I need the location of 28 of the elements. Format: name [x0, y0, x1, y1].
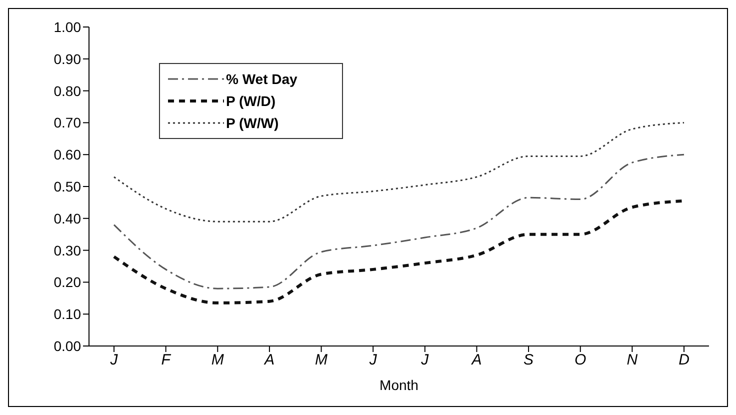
- x-tick-label: J: [109, 352, 118, 369]
- legend-label: P (W/D): [226, 93, 276, 109]
- x-tick-label: F: [161, 352, 172, 369]
- line-series: [113, 154, 685, 290]
- x-tick-label: J: [368, 352, 378, 369]
- y-tick-label: 0.80: [54, 82, 82, 99]
- x-tick-label: O: [574, 352, 587, 369]
- x-tick-label: A: [263, 352, 274, 369]
- y-tick-label: 0.40: [54, 210, 82, 226]
- y-tick-label: 0.90: [54, 50, 82, 67]
- x-tick-label: D: [678, 352, 690, 369]
- y-tick-label: 0.50: [54, 178, 82, 194]
- legend-label: P (W/W): [226, 115, 279, 131]
- y-tick-label: 0.10: [54, 306, 82, 322]
- x-tick-label: M: [211, 352, 224, 369]
- x-tick-label: A: [470, 352, 482, 369]
- y-tick-label: 0.20: [54, 274, 82, 290]
- x-axis-title: Month: [380, 377, 418, 393]
- x-tick-label: J: [420, 352, 430, 369]
- y-tick-label: 0.70: [54, 114, 82, 131]
- y-tick-label: 0.00: [54, 338, 82, 354]
- x-tick-label: M: [315, 352, 328, 369]
- y-tick-label: 0.60: [54, 146, 82, 163]
- y-tick-label: 1.00: [54, 18, 82, 35]
- y-tick-label: 0.30: [54, 242, 82, 258]
- x-tick-label: N: [626, 352, 638, 369]
- legend-label: % Wet Day: [226, 71, 298, 87]
- x-tick-label: S: [524, 352, 534, 369]
